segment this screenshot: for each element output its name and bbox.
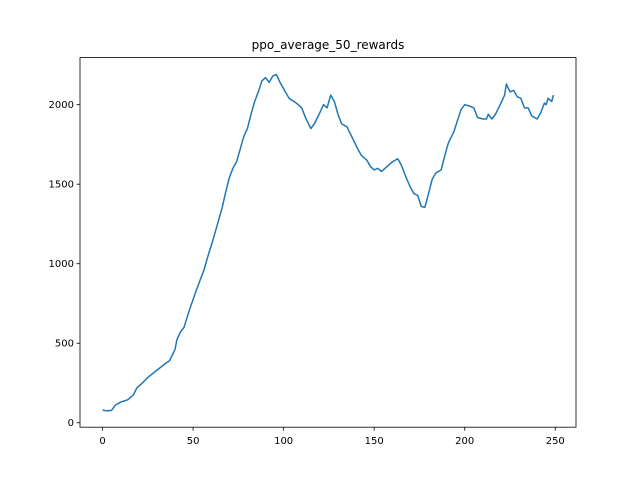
y-tick-label: 1500 — [49, 180, 74, 191]
x-tick-label: 0 — [99, 436, 105, 447]
x-tick-label: 50 — [187, 436, 200, 447]
x-tick-label: 100 — [274, 436, 293, 447]
x-tick-label: 200 — [455, 436, 474, 447]
y-tick-label: 0 — [68, 418, 74, 429]
x-tick-label: 250 — [546, 436, 565, 447]
y-tick-label: 2000 — [49, 100, 74, 111]
y-tick-label: 500 — [55, 339, 74, 350]
data-line — [102, 73, 555, 412]
y-tick-label: 1000 — [49, 259, 74, 270]
x-tick-label: 150 — [365, 436, 384, 447]
chart-title: ppo_average_50_rewards — [252, 38, 405, 52]
plot-frame — [79, 57, 577, 428]
